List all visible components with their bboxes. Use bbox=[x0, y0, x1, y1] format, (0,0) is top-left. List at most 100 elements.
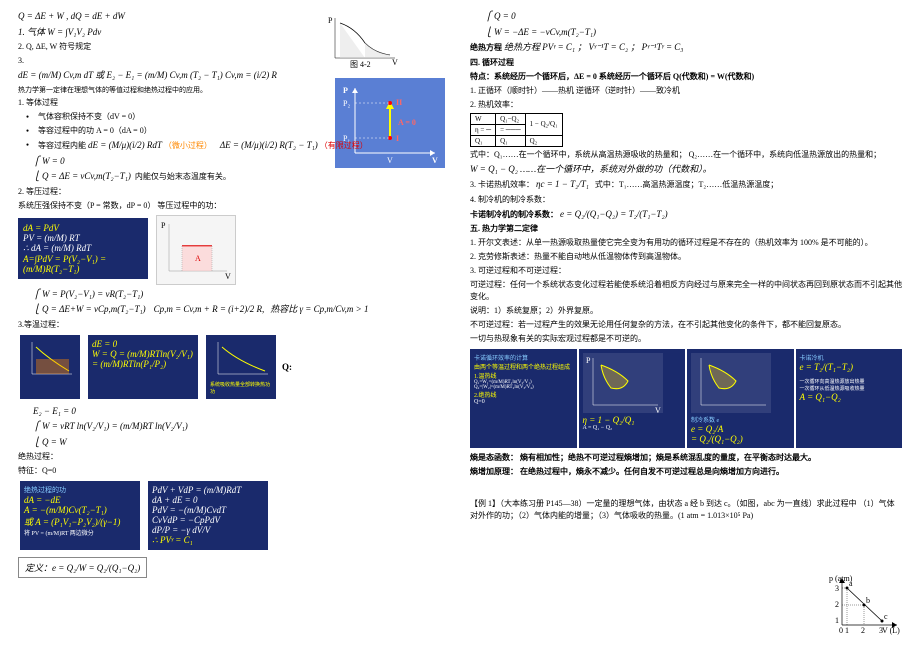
tp3b: ⎧ W = νRT ln(V₂/V₁) = (m/M)RT ln(V₂/V₁) bbox=[33, 420, 450, 434]
apt: 绝热过程的功 bbox=[24, 485, 136, 495]
b1c2: ΔE = (M/μ)(i/2) R(T₂ − T₁) bbox=[220, 140, 318, 150]
svg-text:P: P bbox=[586, 356, 591, 365]
tp2: 系统吸收热量全部转换热功功 bbox=[210, 381, 272, 395]
adia-p1: 绝热过程的功 dA = −dE A = −(m/M)Cv(T₂−T₁) 或 A … bbox=[20, 481, 140, 550]
iso-g2: 系统吸收热量全部转换热功功 bbox=[206, 335, 276, 399]
tp1c: = (m/M)RTln(P₁/P₂) bbox=[92, 359, 194, 369]
b1c: dE = (M/μ)(i/2) RdT bbox=[88, 140, 162, 150]
svg-text:V: V bbox=[392, 58, 398, 67]
rh1: 四. 循环过程 bbox=[470, 57, 902, 69]
tQ1Q2: Q₁−Q₂ bbox=[496, 113, 526, 124]
cp4: 卡诺冷机 e = T₂/(T₁−T₂) 一次循环向高温热源放出热量 一次循环从低… bbox=[796, 349, 903, 448]
svg-text:V: V bbox=[225, 272, 231, 281]
b1c2-note: （有限过程） bbox=[320, 141, 368, 150]
example1: 【例 1】（大本练习册 P145—38）一定量的理想气体，由状态 a 经 b 到… bbox=[470, 498, 902, 522]
rp2: 式中：Q₁……在一个循环中，系统从高温热源吸收的热量和； Q₂……在一个循环中，… bbox=[470, 149, 902, 161]
svg-text:V (L): V (L) bbox=[882, 626, 900, 635]
eq6c: Cp,m = Cv,m + R = (i+2)/2 R, bbox=[154, 304, 265, 314]
bp1a: 1.温热线 bbox=[474, 371, 573, 380]
isobaric-small-chart: A P V bbox=[156, 215, 236, 285]
bp1e: Q=0 bbox=[474, 399, 573, 405]
ap22: dA + dE = 0 bbox=[152, 495, 264, 505]
rl3b: 说明：1）系统复原；2）外界复原。 bbox=[470, 305, 902, 317]
rl3d: 一切与热现象有关的实际宏观过程都是不可逆的。 bbox=[470, 333, 902, 345]
example-graph: abc 321 0123 V (L) p (atm) bbox=[827, 573, 902, 638]
h4a: 特征：Q=0 bbox=[18, 465, 450, 477]
eff-table: WQ₁−Q₂1 − Q₂/Q₁ η = ─= ─── Q₁Q₁Q₂ bbox=[470, 113, 563, 147]
bp4c: A = Q₁−Q₂ bbox=[800, 392, 899, 402]
tp3c: ⎩ Q = W bbox=[33, 436, 450, 450]
req4: e = Q₂/(Q₁−Q₂) = T₂/(T₁−T₂) bbox=[560, 209, 668, 219]
b1ef: ⎩ Q = ΔE = νCv,m(T₂−T₁) 内能仅与始末态温度有关。 bbox=[33, 170, 450, 184]
rp4: 式中：T₁……高温热源温度；T₂……低温热源温度； bbox=[595, 180, 778, 189]
bp3a: 制冷系数 e bbox=[691, 415, 790, 424]
h-isobaric: 2. 等压过程： bbox=[18, 186, 450, 198]
svg-text:2: 2 bbox=[861, 626, 865, 635]
iso-g1 bbox=[20, 335, 80, 399]
req2f: 绝热方程 PVᵞ = C₁ ； Vᵞ⁻¹T = C₂ ； Pᵞ⁻¹Tᵞ = C₃ bbox=[504, 42, 683, 52]
ri4r: 卡诺制冷机的制冷系数： e = Q₂/(Q₁−Q₂) = T₂/(T₁−T₂) bbox=[470, 208, 902, 222]
b1b: 等容过程中的功 A = 0（dA = 0） bbox=[38, 125, 450, 137]
bp3b: e = Q₂/A bbox=[691, 424, 790, 434]
eq6b: ⎩ Q = ΔE+W = νCp,m(T₂−T₁) bbox=[33, 304, 146, 314]
rl2: 2. 克劳修斯表述：热量不能自动地从低温物体传到高温物体。 bbox=[470, 251, 902, 263]
ap4: 将 PV = (m/M)RT 两边微分 bbox=[24, 528, 136, 537]
svg-text:V: V bbox=[432, 156, 438, 163]
svg-text:P₂: P₂ bbox=[343, 99, 350, 108]
ap2: A = −(m/M)Cv(T₂−T₁) bbox=[24, 505, 136, 515]
def-e: 定义：e = Q₂/W = Q₂/(Q₁−Q₂) bbox=[18, 557, 147, 578]
bp1s: 由两个等温过程和两个绝热过程组成 bbox=[474, 362, 573, 371]
dp3: ∴ dA = (m/M) RdT bbox=[23, 243, 143, 254]
bp1d: 2.绝热线 bbox=[474, 390, 573, 399]
rp6t: 熵增加原理： 在绝热过程中，熵永不减少。任何自发不可逆过程总是向熵增加方向进行。 bbox=[470, 467, 784, 476]
q-label: Q: bbox=[282, 362, 292, 372]
svg-text:c: c bbox=[884, 612, 888, 621]
svg-text:II: II bbox=[396, 98, 402, 107]
svg-text:P: P bbox=[161, 221, 166, 230]
tp3a: E₂ − E₁ = 0 bbox=[33, 405, 450, 419]
req1a: ⎧ Q = 0 bbox=[485, 10, 902, 24]
rh1t: 四. 循环过程 bbox=[470, 58, 514, 67]
b1a: 气体容积保持不变（dV = 0） bbox=[38, 111, 450, 123]
ap21: PdV + VdP = (m/M)RdT bbox=[152, 485, 264, 495]
cp1: 卡诺循环效率的计算 由两个等温过程和两个绝热过程组成 1.温热线 Q₁=W₁=(… bbox=[470, 349, 577, 448]
rl3c: 不可逆过程：若一过程产生的效果无论用任何复杂的方法，在不引起其他变化的条件下，都… bbox=[470, 319, 902, 331]
cp3: 制冷系数 e e = Q₂/A = Q₂/(Q₁−Q₂) bbox=[687, 349, 794, 448]
req3: ηc = 1 − T₂/T₁ bbox=[536, 179, 589, 189]
adia-p2: PdV + VdP = (m/M)RdT dA + dE = 0 PdV = −… bbox=[148, 481, 268, 550]
h-isothermal: 3.等温过程： bbox=[18, 319, 450, 331]
tQ1: Q₁ bbox=[471, 135, 496, 146]
tQ2: Q₂ bbox=[525, 135, 562, 146]
isobaric-formula-panel: dA = PdV PV = (m/M) RT ∴ dA = (m/M) RdT … bbox=[18, 218, 148, 279]
b1c-row: 等容过程内能 dE = (M/μ)(i/2) RdT （微小过程） ΔE = (… bbox=[38, 139, 450, 153]
svg-text:b: b bbox=[866, 596, 870, 605]
rp1: 特点：系统经历一个循环后，ΔE = 0 系统经历一个循环后 Q(代数和) = W… bbox=[470, 71, 902, 83]
ap3: 或 A = (P₁V₁−P₂V₂)/(γ−1) bbox=[24, 515, 136, 528]
dp1: dA = PdV bbox=[23, 223, 143, 233]
ap24: CvVdP = −CpPdV bbox=[152, 515, 264, 525]
rp5t: 熵是态函数： 熵有相加性；绝热不可逆过程熵增加；熵是系统混乱度的量度，在平衡态时… bbox=[470, 453, 816, 462]
bp3c: = Q₂/(Q₁−Q₂) bbox=[691, 434, 790, 444]
svg-text:图 4-2: 图 4-2 bbox=[350, 60, 371, 68]
tW: W bbox=[471, 113, 496, 124]
req1b: ⎩ W = −ΔE = −νCv,m(T₂−T₁) bbox=[485, 26, 902, 40]
iso-f1: dE = 0 W = Q = (m/M)RTln(V₂/V₁) = (m/M)R… bbox=[88, 335, 198, 399]
svg-text:A: A bbox=[195, 254, 201, 263]
ri1: 1. 正循环（顺时针）——热机 逆循环（逆时针）——致冷机 bbox=[470, 85, 902, 97]
svg-text:1: 1 bbox=[845, 626, 849, 635]
bp2t: η = 1 − Q₂/Q₁ bbox=[583, 415, 682, 425]
ri2: 2. 热机效率： bbox=[470, 99, 902, 111]
bp3e: e = T₂/(T₁−T₂) bbox=[800, 362, 899, 372]
ap25: dP/P = −γ dV/V bbox=[152, 525, 264, 535]
ri3: 3. 卡诺热机效率： bbox=[470, 180, 534, 189]
bp1t: 卡诺循环效率的计算 bbox=[474, 353, 573, 362]
carnot-panels: 卡诺循环效率的计算 由两个等温过程和两个绝热过程组成 1.温热线 Q₁=W₁=(… bbox=[470, 349, 902, 448]
t1Q: 1 − Q₂/Q₁ bbox=[525, 113, 562, 135]
rh2: 五. 热力学第二定律 bbox=[470, 223, 902, 235]
svg-text:1: 1 bbox=[835, 616, 839, 625]
tQ1b: Q₁ bbox=[496, 135, 526, 146]
ap26: ∴ PVᵞ = C₁ bbox=[152, 535, 264, 546]
svg-text:V: V bbox=[655, 406, 661, 413]
rl1: 1. 开尔文表述：从单一热源吸取热量使它完全变为有用功的循环过程是不存在的（热机… bbox=[470, 237, 902, 249]
svg-text:P: P bbox=[328, 16, 333, 25]
